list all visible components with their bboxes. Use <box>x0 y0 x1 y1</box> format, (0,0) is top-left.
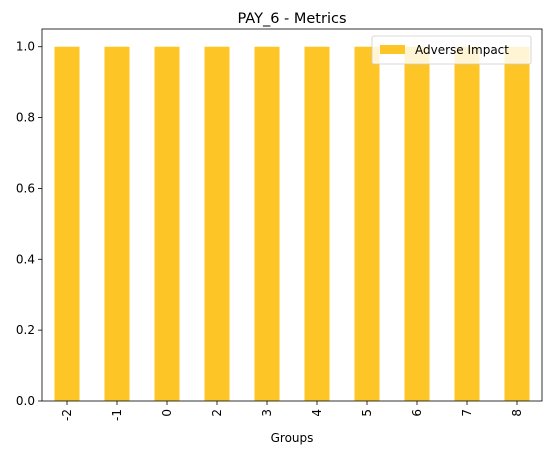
bar-5 <box>354 46 380 401</box>
x-tick-label: 8 <box>510 409 524 417</box>
plot-frame <box>41 28 543 402</box>
x-tick-label: 4 <box>310 409 324 417</box>
x-tick-label: 2 <box>210 409 224 417</box>
bars-group <box>54 46 530 401</box>
bar-0 <box>154 46 180 401</box>
bar--1 <box>104 46 130 401</box>
bar-2 <box>204 46 230 401</box>
x-tick-label: 7 <box>460 409 474 417</box>
x-axis-label: Groups <box>271 431 314 445</box>
legend: Adverse Impact <box>371 35 532 65</box>
bar-7 <box>454 46 480 401</box>
y-tick-label: 0.0 <box>16 394 35 408</box>
legend-label: Adverse Impact <box>415 43 509 57</box>
bar--2 <box>54 46 80 401</box>
y-tick-label: 0.2 <box>16 323 35 337</box>
bar-3 <box>254 46 280 401</box>
bar-6 <box>404 46 430 401</box>
x-tick-label: 3 <box>260 409 274 417</box>
bar-4 <box>304 46 330 401</box>
legend-swatch <box>380 45 405 54</box>
x-axis: -2 -1 0 2 3 4 5 6 7 8 <box>60 401 524 421</box>
x-tick-label: 5 <box>360 409 374 417</box>
legend-box <box>371 35 532 65</box>
x-tick-label: 0 <box>160 409 174 417</box>
x-tick-label: -1 <box>110 409 124 421</box>
x-tick-label: -2 <box>60 409 74 421</box>
y-tick-label: 0.4 <box>16 252 35 266</box>
y-tick-label: 1.0 <box>16 40 35 54</box>
x-tick-label: 6 <box>410 409 424 417</box>
y-axis: 0.0 0.2 0.4 0.6 0.8 1.0 <box>16 40 42 408</box>
y-tick-label: 0.6 <box>16 181 35 195</box>
y-tick-label: 0.8 <box>16 111 35 125</box>
bar-8 <box>504 46 530 401</box>
chart-title: PAY_6 - Metrics <box>237 11 346 27</box>
